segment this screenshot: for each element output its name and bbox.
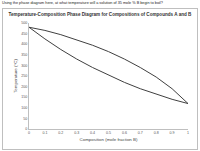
svg-text:Temperature (°C): Temperature (°C) [13, 59, 18, 93]
svg-text:0: 0 [28, 131, 30, 135]
svg-text:200: 200 [21, 85, 27, 89]
svg-text:0.6: 0.6 [122, 131, 127, 135]
svg-text:0.4: 0.4 [90, 131, 95, 135]
svg-text:Composition (mole fraction B): Composition (mole fraction B) [80, 137, 138, 142]
svg-text:0.3: 0.3 [74, 131, 79, 135]
svg-text:0.9: 0.9 [170, 131, 175, 135]
svg-text:0.5: 0.5 [106, 131, 111, 135]
svg-text:400: 400 [21, 42, 27, 46]
svg-text:0.7: 0.7 [138, 131, 143, 135]
svg-text:500: 500 [21, 21, 27, 25]
svg-text:350: 350 [21, 53, 27, 57]
svg-text:1: 1 [187, 131, 189, 135]
html-text:Using the phase diagram here,: Using the phase diagram here, at what te… [2, 1, 163, 5]
svg-text:250: 250 [21, 74, 27, 78]
svg-text:0: 0 [25, 127, 27, 131]
svg-text:0.2: 0.2 [58, 131, 63, 135]
svg-text:300: 300 [21, 64, 27, 68]
svg-text:50: 50 [23, 117, 27, 121]
svg-text:100: 100 [21, 106, 27, 110]
svg-text:0.1: 0.1 [42, 131, 47, 135]
svg-text:150: 150 [21, 95, 27, 99]
svg-text:Temperature-Composition Phase: Temperature-Composition Phase Diagram fo… [9, 12, 193, 17]
svg-text:450: 450 [21, 32, 27, 36]
svg-text:0.8: 0.8 [154, 131, 159, 135]
